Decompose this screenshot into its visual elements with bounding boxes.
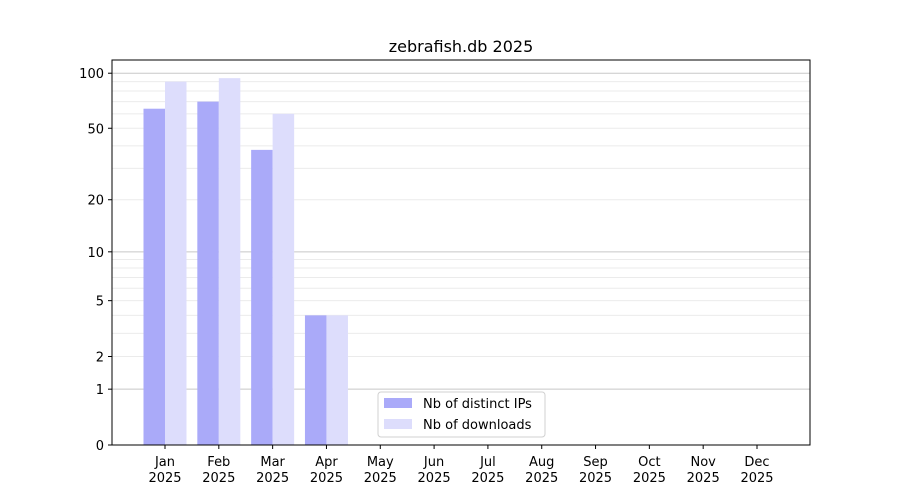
x-tick-label: 2025 — [364, 471, 397, 486]
bar-distinct-ips-0 — [143, 108, 165, 445]
x-tick-label: Apr — [315, 455, 338, 470]
x-tick-label: Jul — [479, 455, 496, 470]
x-tick-label: Aug — [529, 455, 554, 470]
bar-distinct-ips-2 — [251, 149, 273, 445]
axes-frame — [111, 59, 811, 446]
x-tick-label: Oct — [638, 455, 660, 470]
y-tick-label: 100 — [79, 67, 104, 82]
x-tick-label: Jan — [154, 455, 175, 470]
bar-downloads-3 — [326, 315, 348, 445]
legend-swatch — [384, 419, 412, 429]
x-tick-label: 2025 — [633, 471, 666, 486]
x-tick-label: Feb — [207, 455, 230, 470]
x-tick-label: 2025 — [687, 471, 720, 486]
bar-downloads-2 — [272, 113, 295, 446]
bar-distinct-ips-1 — [197, 101, 219, 445]
legend-swatch — [384, 398, 412, 408]
x-tick-label: 2025 — [418, 471, 451, 486]
legend-box — [377, 391, 546, 438]
x-tick-label: May — [367, 455, 394, 470]
x-tick-label: Mar — [260, 455, 285, 470]
x-tick-label: 2025 — [148, 471, 181, 486]
legend-label: Nb of downloads — [423, 418, 532, 433]
x-tick-label: 2025 — [310, 471, 343, 486]
x-tick-label: Jun — [423, 455, 444, 470]
x-tick-label: Sep — [583, 455, 608, 470]
y-tick-label: 50 — [87, 122, 104, 137]
x-tick-label: Dec — [744, 455, 769, 470]
y-tick-label: 20 — [87, 194, 104, 209]
y-tick-label: 10 — [87, 246, 104, 261]
bar-downloads-1 — [218, 78, 241, 446]
x-tick-label: 2025 — [256, 471, 289, 486]
x-tick-label: 2025 — [471, 471, 504, 486]
x-tick-label: Nov — [690, 455, 716, 470]
legend: Nb of distinct IPs Nb of downloads — [377, 391, 546, 438]
x-tick-label: 2025 — [525, 471, 558, 486]
x-tick-label: 2025 — [202, 471, 235, 486]
bar-downloads-0 — [165, 81, 187, 446]
x-tick-label: 2025 — [579, 471, 612, 486]
x-tick-label: 2025 — [740, 471, 773, 486]
y-tick-label: 1 — [96, 383, 104, 398]
bar-distinct-ips-3 — [304, 315, 327, 445]
y-tick-label: 5 — [96, 295, 104, 310]
legend-label: Nb of distinct IPs — [423, 397, 532, 412]
chart-title: zebrafish.db 2025 — [389, 37, 534, 56]
y-tick-label: 0 — [96, 439, 104, 454]
y-tick-label: 2 — [96, 350, 104, 365]
